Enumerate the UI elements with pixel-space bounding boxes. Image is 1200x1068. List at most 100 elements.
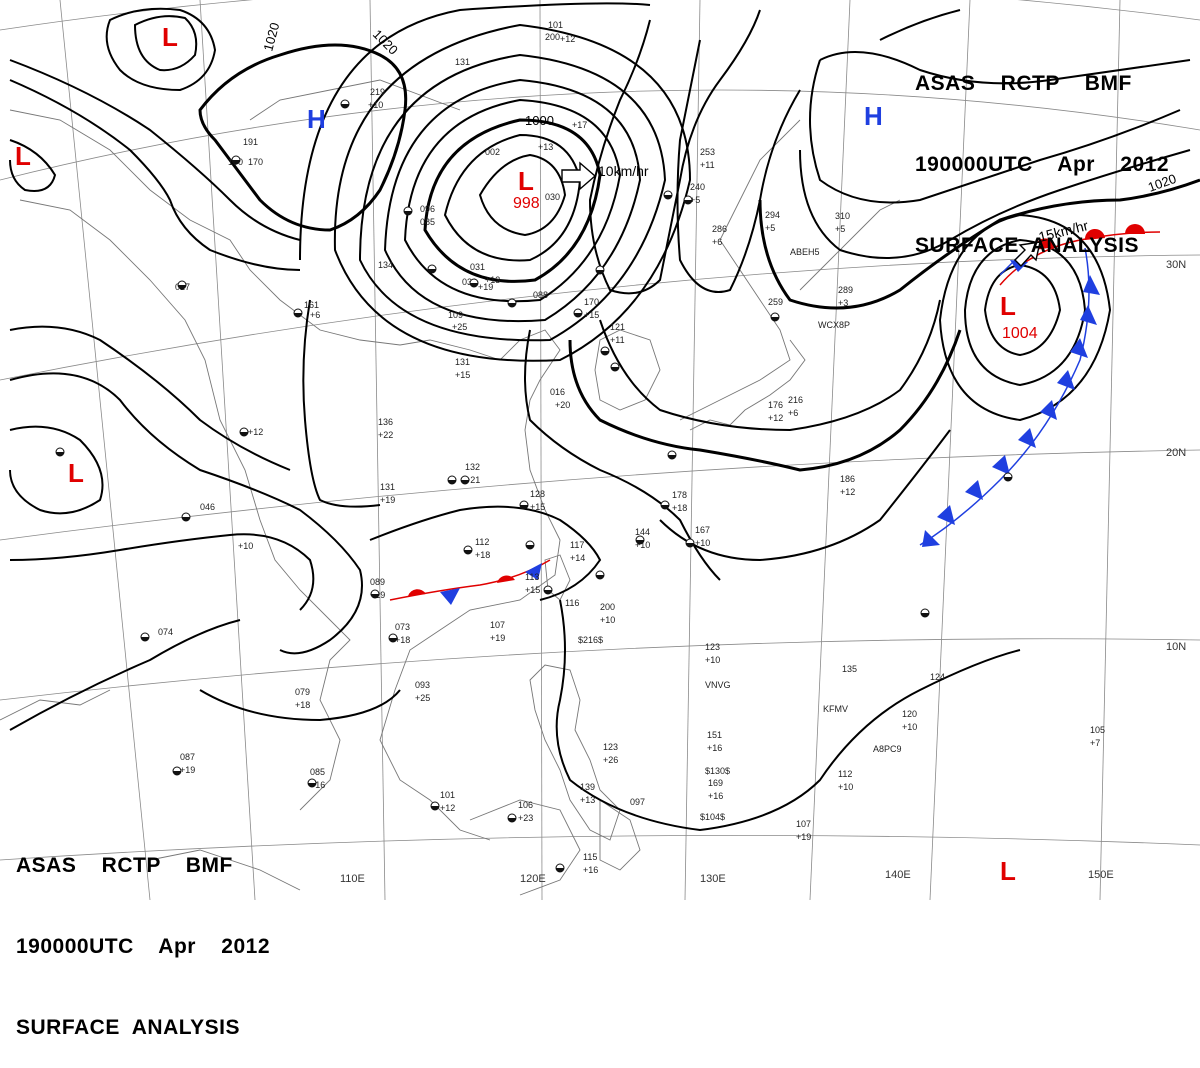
station-id: $130$	[705, 766, 730, 776]
station-value: 085	[310, 767, 325, 777]
station-id: A8PC9	[873, 744, 902, 754]
station-value: 128	[530, 489, 545, 499]
low-pressure-value: 1004	[1002, 325, 1038, 342]
station-value: 093	[415, 680, 430, 690]
station-value: 074	[158, 627, 173, 637]
station-value: 136	[378, 417, 393, 427]
cloud-cover-icon	[431, 806, 439, 810]
station-value: +15	[525, 585, 540, 595]
station-value: 109	[448, 310, 463, 320]
cloud-cover-icon	[371, 594, 379, 598]
station-value: 112	[475, 537, 489, 547]
longitude-label: 140E	[885, 869, 911, 881]
station-value: 219	[370, 87, 385, 97]
station-value: 107	[490, 620, 505, 630]
station-value: 134	[378, 260, 393, 270]
header-line-2: 190000UTC Apr 2012	[16, 935, 271, 958]
station-value: +18	[672, 503, 687, 513]
header-line-2: 190000UTC Apr 2012	[915, 153, 1170, 176]
station-value: +10	[238, 541, 253, 551]
station-value: +13	[485, 275, 500, 285]
station-value: 031	[462, 277, 477, 287]
station-value: 101	[440, 790, 455, 800]
surface-analysis-map: 10km/hr 15km/hr 1020 1020 1000 1020 L 99…	[0, 0, 1200, 900]
station-value: +16	[583, 865, 598, 875]
station-value: 176	[768, 400, 783, 410]
station-value: 240	[690, 182, 705, 192]
cloud-cover-icon	[544, 590, 552, 594]
station-value: +19	[478, 282, 493, 292]
latitude-label: 30N	[1166, 259, 1186, 271]
station-value: 200	[600, 602, 615, 612]
station-value: 139	[580, 782, 595, 792]
header-bottom-left: ASAS RCTP BMF 190000UTC Apr 2012 SURFACE…	[16, 798, 270, 1068]
station-value: 087	[180, 752, 195, 762]
station-value: 191	[243, 137, 258, 147]
low-marker: L	[1000, 291, 1016, 321]
station-ids: ABEH5 WCX8P VNVG KFMV A8PC9 $216$ $130$ …	[578, 247, 902, 822]
cloud-cover-icon	[636, 540, 644, 544]
station-value: 289	[838, 285, 853, 295]
longitude-label: 110E	[340, 873, 365, 885]
high-marker: H	[307, 104, 326, 134]
station-value: 096	[420, 204, 435, 214]
cloud-cover-icon	[771, 317, 779, 321]
cloud-cover-icon	[448, 480, 456, 484]
station-value: +15	[584, 310, 599, 320]
station-value: +11	[610, 335, 625, 345]
cloud-cover-icon	[686, 543, 694, 547]
station-value: +19	[380, 495, 395, 505]
header-line-3: SURFACE ANALYSIS	[16, 1016, 240, 1039]
cloud-cover-icon	[1004, 477, 1012, 481]
cloud-cover-icon	[178, 285, 186, 289]
station-value: +19	[180, 765, 195, 775]
station-value: +10	[368, 100, 383, 110]
cloud-cover-icon	[56, 452, 64, 456]
station-value: +19	[796, 832, 811, 842]
cloud-cover-icon	[921, 613, 929, 617]
low-marker: L	[68, 458, 84, 488]
station-value: 131	[455, 57, 470, 67]
station-value: +5	[765, 223, 775, 233]
latitude-label: 20N	[1166, 447, 1186, 459]
longitude-label: 150E	[1088, 869, 1114, 881]
station-value: 115	[583, 852, 597, 862]
station-value: +25	[415, 693, 430, 703]
station-value: +12	[840, 487, 855, 497]
station-value: +20	[555, 400, 570, 410]
longitude-label: 120E	[520, 873, 546, 885]
station-value: +16	[707, 743, 722, 753]
station-value: 002	[485, 147, 500, 157]
cloud-cover-icon	[404, 211, 412, 215]
station-value: +19	[490, 633, 505, 643]
cloud-cover-icon	[556, 868, 564, 872]
header-top-right: ASAS RCTP BMF 190000UTC Apr 2012 SURFACE…	[915, 16, 1169, 286]
station-plots: 101+12131219+10191190170096085031+191341…	[55, 20, 1105, 875]
station-value: 085	[420, 217, 435, 227]
low-marker: L	[518, 166, 534, 196]
station-value: +18	[295, 700, 310, 710]
cloud-cover-icon	[668, 455, 676, 459]
station-value: 310	[835, 211, 850, 221]
low-pressure-value: 998	[513, 195, 540, 212]
cloud-cover-icon	[470, 283, 478, 287]
movement-arrows	[561, 161, 1041, 268]
station-value: 131	[380, 482, 395, 492]
station-id: $216$	[578, 635, 603, 645]
station-value: +5	[835, 224, 845, 234]
movement-label-1: 10km/hr	[598, 163, 649, 179]
cloud-cover-icon	[520, 505, 528, 509]
station-value: 046	[200, 502, 215, 512]
cloud-cover-icon	[173, 771, 181, 775]
station-value: +10	[705, 655, 720, 665]
station-value: +5	[690, 195, 700, 205]
isobar-label: 1020	[260, 21, 282, 53]
station-value: +21	[465, 475, 480, 485]
station-value: 123	[603, 742, 618, 752]
cloud-cover-icon	[601, 351, 609, 355]
station-value: +6	[310, 310, 320, 320]
station-value: 089	[370, 577, 385, 587]
station-value: +14	[570, 553, 585, 563]
fronts	[389, 224, 1161, 605]
station-value: 016	[550, 387, 565, 397]
